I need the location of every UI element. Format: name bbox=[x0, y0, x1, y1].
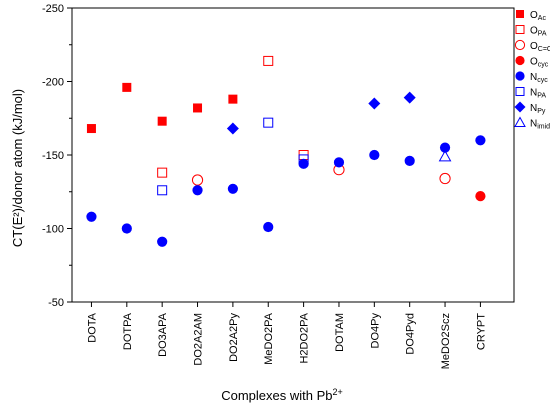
point-n-cyc bbox=[86, 211, 97, 222]
x-tick-label: H2DO2PA bbox=[299, 312, 311, 363]
point-n-pa bbox=[157, 185, 168, 196]
legend-label-n-cyc: Ncyc bbox=[530, 72, 548, 84]
point-o-ac bbox=[157, 116, 167, 126]
x-tick-label: DOTPA bbox=[122, 312, 134, 350]
y-axis-title: CT(E²)/donor atom (kJ/mol) bbox=[10, 89, 25, 247]
x-axis-title: Complexes with Pb2+ bbox=[221, 387, 343, 403]
point-n-py bbox=[226, 122, 239, 135]
y-tick-label: -250 bbox=[42, 3, 64, 15]
point-n-cyc bbox=[475, 135, 486, 146]
point-n-cyc bbox=[192, 185, 203, 196]
point-n-pa bbox=[298, 154, 309, 165]
legend: OAc OPA OC=O Ocyc Ncyc NPA NPy Nimido bbox=[514, 10, 550, 131]
legend-marker-n-imido bbox=[514, 116, 526, 127]
point-n-cyc bbox=[121, 223, 132, 234]
point-o-ac bbox=[122, 82, 132, 92]
y-tick-label: -200 bbox=[42, 77, 64, 89]
point-o-c-o bbox=[191, 174, 204, 186]
x-tick-label: DO4Pyd bbox=[405, 313, 417, 355]
point-n-imido bbox=[438, 149, 452, 162]
legend-marker-n-pa bbox=[515, 87, 525, 96]
point-n-cyc bbox=[263, 221, 274, 233]
point-o-c-o bbox=[439, 172, 451, 185]
legend-label-n-py: NPy bbox=[530, 103, 546, 115]
point-n-cyc bbox=[333, 157, 345, 168]
point-o-cyc bbox=[475, 191, 486, 202]
point-o-ac bbox=[228, 94, 238, 104]
point-n-pa bbox=[263, 117, 274, 128]
legend-label-n-imido: Nimido bbox=[530, 119, 550, 131]
legend-label-o-c-o: OC=O bbox=[530, 41, 550, 53]
legend-label-o-pa: OPA bbox=[530, 26, 547, 38]
point-n-cyc bbox=[439, 142, 451, 153]
point-o-ac bbox=[193, 103, 203, 113]
point-o-pa bbox=[157, 167, 168, 178]
x-tick-label: MeDO2Scz bbox=[440, 313, 452, 369]
point-o-pa bbox=[263, 55, 274, 66]
x-tick-label: DO3APA bbox=[157, 312, 169, 356]
x-tick-label: DO2A2Py bbox=[228, 313, 240, 362]
y-tick-label: -150 bbox=[42, 150, 64, 162]
point-n-py bbox=[403, 91, 416, 104]
x-tick-label: DOTAM bbox=[334, 313, 346, 352]
x-tick-label: MeDO2PA bbox=[263, 312, 275, 364]
point-n-cyc bbox=[227, 183, 238, 194]
data-points bbox=[86, 55, 486, 247]
x-tick-label: DOTA bbox=[86, 312, 98, 342]
legend-marker-o-pa bbox=[515, 25, 525, 34]
legend-marker-o-ac bbox=[516, 10, 524, 18]
y-tick-label: -50 bbox=[48, 297, 64, 309]
point-n-cyc bbox=[157, 236, 168, 247]
y-axis: -50 -100 -150 -200 -250 bbox=[42, 3, 72, 309]
legend-marker-n-cyc bbox=[515, 71, 525, 81]
x-axis: DOTA DOTPA DO3APA DO2A2AM DO2A2Py MeDO2PA H2DO… bbox=[86, 302, 487, 369]
y-tick-label: -100 bbox=[42, 224, 64, 236]
legend-marker-n-py bbox=[514, 101, 526, 113]
x-tick-label: DO4Py bbox=[369, 313, 381, 349]
point-n-cyc bbox=[404, 155, 415, 166]
x-tick-label: CRYPT bbox=[475, 313, 487, 350]
point-o-ac bbox=[86, 124, 96, 134]
legend-marker-o-cyc bbox=[515, 55, 525, 66]
legend-marker-o-c-o bbox=[514, 39, 526, 51]
x-tick-label: DO2A2AM bbox=[193, 313, 205, 366]
point-n-py bbox=[368, 97, 381, 110]
legend-label-o-ac: OAc bbox=[530, 10, 546, 22]
legend-label-o-cyc: Ocyc bbox=[530, 57, 549, 69]
point-n-cyc bbox=[369, 149, 380, 161]
legend-label-n-pa: NPA bbox=[530, 88, 546, 100]
